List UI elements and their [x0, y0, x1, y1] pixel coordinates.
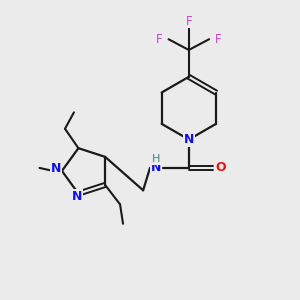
Text: O: O: [216, 161, 226, 174]
Text: N: N: [184, 133, 194, 146]
Text: F: F: [215, 33, 221, 46]
Text: N: N: [51, 162, 61, 175]
Text: F: F: [156, 33, 163, 46]
Text: N: N: [72, 190, 82, 202]
Text: H: H: [152, 154, 160, 164]
Text: F: F: [185, 14, 192, 28]
Text: N: N: [151, 161, 161, 174]
